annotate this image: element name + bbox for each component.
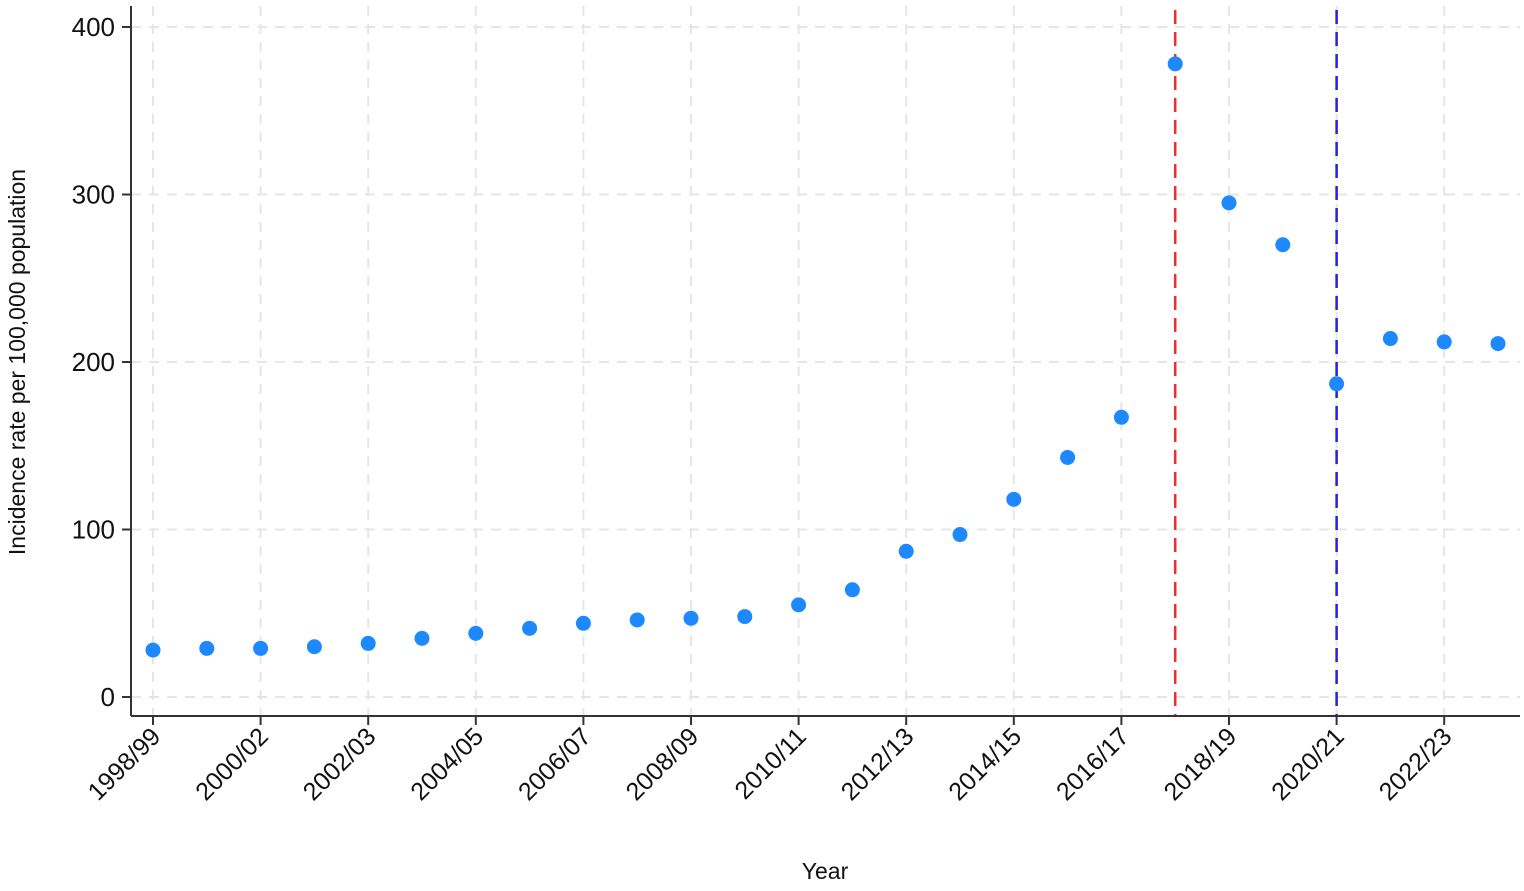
tick-labels: 0 100 200 300 400 1998/99 2000/02 2002/03 2004/0… — [72, 12, 1458, 806]
data-point-20 — [1221, 195, 1237, 211]
x-tick-label-4: 2006/07 — [513, 722, 597, 806]
data-points — [145, 56, 1506, 658]
data-point-22 — [1329, 376, 1345, 392]
x-tick-label-3: 2004/05 — [405, 722, 489, 806]
data-point-8 — [575, 615, 591, 631]
data-point-4 — [360, 635, 376, 651]
data-point-19 — [1167, 56, 1183, 72]
x-tick-label-6: 2010/11 — [729, 722, 811, 804]
data-point-18 — [1113, 409, 1129, 425]
data-point-10 — [683, 610, 699, 626]
data-point-21 — [1275, 237, 1291, 253]
y-tick-label-200: 200 — [72, 347, 115, 377]
x-tick-label-2: 2002/03 — [298, 722, 382, 806]
data-point-12 — [791, 597, 807, 613]
y-tick-label-100: 100 — [72, 515, 115, 545]
y-axis-title: Incidence rate per 100,000 population — [4, 169, 30, 555]
data-point-0 — [145, 642, 161, 658]
data-point-14 — [898, 543, 914, 559]
data-point-13 — [844, 582, 860, 598]
grid-layer — [131, 6, 1520, 716]
x-tick-label-10: 2018/19 — [1159, 722, 1243, 806]
x-tick-label-9: 2016/17 — [1051, 722, 1135, 806]
data-point-15 — [952, 527, 968, 543]
data-point-9 — [629, 612, 645, 628]
data-point-1 — [199, 640, 215, 656]
data-point-16 — [1006, 491, 1022, 507]
y-tick-label-300: 300 — [72, 180, 115, 210]
axes — [122, 6, 1520, 725]
y-tick-label-0: 0 — [101, 682, 115, 712]
data-point-7 — [522, 620, 538, 636]
x-tick-label-1: 2000/02 — [190, 722, 274, 806]
data-point-5 — [414, 630, 430, 646]
x-tick-label-0: 1998/99 — [83, 722, 167, 806]
data-point-11 — [737, 609, 753, 625]
data-point-24 — [1436, 334, 1452, 350]
y-tick-label-400: 400 — [72, 12, 115, 42]
data-point-2 — [253, 640, 269, 656]
data-point-3 — [306, 639, 322, 655]
data-point-25 — [1490, 336, 1506, 352]
x-tick-label-5: 2008/09 — [621, 722, 705, 806]
data-point-17 — [1060, 449, 1076, 465]
x-tick-label-11: 2020/21 — [1266, 722, 1350, 806]
data-point-6 — [468, 625, 484, 641]
data-point-23 — [1382, 331, 1398, 347]
x-tick-label-12: 2022/23 — [1374, 722, 1458, 806]
reference-lines — [1173, 10, 1338, 716]
x-axis-title: Year — [802, 858, 849, 884]
x-tick-label-7: 2012/13 — [836, 722, 920, 806]
x-tick-label-8: 2014/15 — [943, 722, 1027, 806]
